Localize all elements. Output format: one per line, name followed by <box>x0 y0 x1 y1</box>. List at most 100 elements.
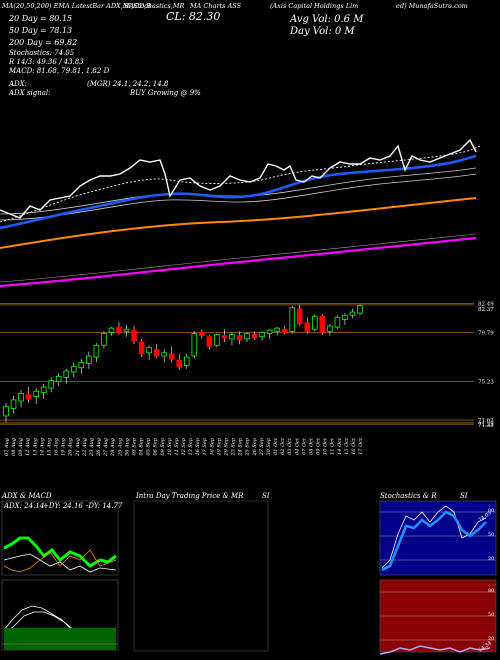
adx-values: (MGR) 24.1, 24.2, 14.8 <box>87 80 169 88</box>
date-tick-label: 19 Aug <box>61 438 67 456</box>
si-panel-frame <box>379 579 497 653</box>
date-tick-label: 23 Aug <box>89 438 95 457</box>
candle-body <box>176 359 183 368</box>
date-tick-label: 29 Aug <box>117 438 123 457</box>
avg-volume: Avg Vol: 0.6 M <box>290 14 364 25</box>
price-tick-label: 79.79 <box>478 331 494 337</box>
date-tick-label: 02 Oct <box>280 437 286 455</box>
candle-body <box>153 349 160 357</box>
date-tick-label: 13 Sep <box>188 437 194 455</box>
date-tick-label: 14 Aug <box>39 438 45 456</box>
candle-body <box>70 366 77 373</box>
si-tick-80: 80 <box>488 588 495 594</box>
date-tick-label: 26 Aug <box>96 438 102 457</box>
adx-label: ADX: <box>9 80 28 88</box>
candle-body <box>183 356 190 367</box>
candle-body <box>229 334 235 340</box>
date-tick-label: 24 Sep <box>238 437 244 456</box>
price-line <box>0 138 477 219</box>
candle-body <box>327 325 333 332</box>
r-stat: R 14/3: 49.36 / 43.83 <box>9 58 84 66</box>
date-tick-label: 09 Sep <box>160 437 166 455</box>
candle-body <box>93 344 100 358</box>
date-tick-label: 25 Sep <box>245 437 251 456</box>
date-tick-label: 16 Sep <box>195 437 201 455</box>
date-tick-label: 09 Oct <box>316 437 322 455</box>
si-tick-20: 20 <box>488 636 495 642</box>
date-tick-label: 23 Sep <box>231 437 237 456</box>
macd-stat: MACD: 81.68, 79.81, 1.82 D <box>9 67 110 75</box>
ma20-stat: 20 Day = 80.15 <box>9 14 73 23</box>
candle-body <box>251 334 258 339</box>
candle-body <box>10 399 17 409</box>
date-tick-label: 11 Oct <box>330 437 336 455</box>
price-grid <box>0 303 474 425</box>
si-tick-50: 50 <box>488 612 495 618</box>
date-tick-label: 15 Aug <box>46 438 52 456</box>
stochastics-panel-frame <box>379 500 497 576</box>
intraday-panel-frame <box>133 500 269 652</box>
candle-body <box>281 328 288 333</box>
ma50-shadow-line <box>0 173 477 221</box>
date-tick-label: 19 Sep <box>216 437 222 455</box>
date-tick-label: 20 Aug <box>68 438 74 457</box>
candle-body <box>244 333 250 340</box>
price-tick-label: 71.23 <box>478 422 494 428</box>
date-tick-label: 12 Sep <box>181 437 187 455</box>
candle-body <box>304 322 311 332</box>
candle-body <box>86 355 92 364</box>
si-line <box>379 645 491 655</box>
ema-orange-line <box>0 197 477 249</box>
candle-body <box>312 315 318 330</box>
date-tick-label: 11 Sep <box>174 437 180 455</box>
price-tick-label: 75.23 <box>478 379 494 385</box>
candle-body <box>214 334 220 346</box>
date-tick-label: 13 Aug <box>32 438 38 456</box>
header-company: (Axis Capital Holdings Lim <box>270 2 359 10</box>
candle-body <box>63 370 70 378</box>
stoch-tick-80: 80 <box>488 508 495 514</box>
date-tick-label: 04 Sep <box>139 437 145 455</box>
header-site: ed) MunafaSutra.com <box>396 2 468 10</box>
date-tick-label: 03 Sep <box>131 437 137 455</box>
candle-body <box>146 347 152 354</box>
candle-body <box>289 307 296 332</box>
candle-body <box>296 308 303 325</box>
date-tick-label: 01 Oct <box>273 437 279 455</box>
di-minus-label: -DY: 14.77 <box>86 502 123 510</box>
price-tick-label: 82.37 <box>478 307 494 313</box>
date-tick-label: 14 Oct <box>337 437 343 455</box>
candle-body <box>25 394 32 400</box>
date-tick-label: 30 Sep <box>266 437 272 455</box>
date-tick-label: 07 Oct <box>301 437 307 455</box>
candle-body <box>138 341 145 355</box>
date-tick-label: 30 Aug <box>124 438 130 456</box>
macd-signal-line <box>3 611 117 635</box>
candle-body <box>274 327 280 332</box>
close-price: CL: 82.30 <box>166 10 221 23</box>
candle-body <box>101 333 107 346</box>
candle-body <box>123 328 130 332</box>
adx-line <box>3 536 117 568</box>
stoch-value-label: 74.05 <box>477 510 493 524</box>
ma200-stat: 200 Day = 69.82 <box>9 38 78 47</box>
candle-body <box>78 361 85 369</box>
date-tick-label: 26 Sep <box>252 437 258 456</box>
date-tick-label: 17 Oct <box>358 437 364 455</box>
ma200-line <box>0 236 477 288</box>
ma50-line <box>0 167 477 215</box>
stoch-d-line <box>381 510 487 572</box>
candle-body <box>161 352 167 357</box>
date-tick-label: 16 Oct <box>351 437 357 455</box>
si-value-label: 54.34 <box>477 640 493 654</box>
adx-signal-label: ADX signal: <box>9 89 51 97</box>
price-tick-label: 71.35 <box>478 423 494 429</box>
macd-histogram <box>4 628 116 650</box>
macd-line <box>3 605 117 637</box>
header-indicators: SI,Stochastics,MR <box>124 2 185 10</box>
candle-body <box>48 380 54 389</box>
candle-body <box>33 390 39 398</box>
date-tick-label: 04 Oct <box>294 437 300 455</box>
